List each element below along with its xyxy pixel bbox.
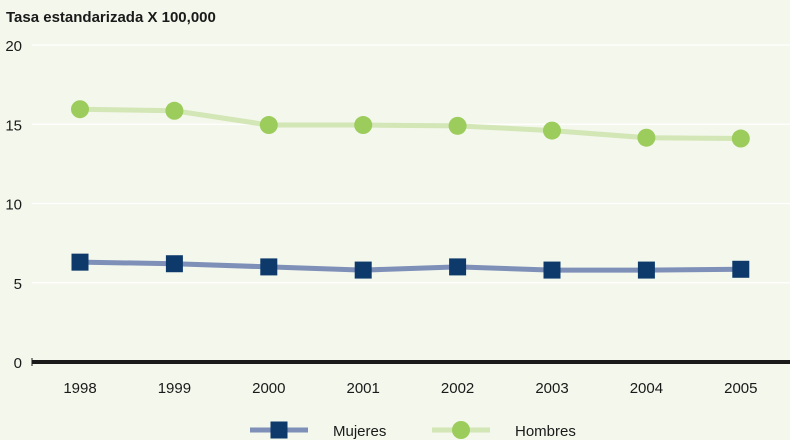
x-tick-label: 2005 [724,380,757,397]
x-tick-label: 2004 [630,380,663,397]
series-group [71,100,750,279]
legend-label: Hombres [515,423,576,440]
data-point-square [165,255,183,273]
x-tick-label: 1998 [63,380,96,397]
y-tick-label: 5 [14,276,22,293]
series-line [79,106,741,142]
y-tick-label: 0 [14,355,22,372]
x-tick-label: 1999 [158,380,191,397]
data-point-square [637,261,655,279]
x-tick-label: 2000 [252,380,285,397]
chart-title: Tasa estandarizada X 100,000 [6,9,216,26]
y-tick-label: 20 [5,38,22,55]
data-point-square [71,253,89,271]
y-tick-label: 10 [5,197,22,214]
data-point-circle [354,116,373,135]
data-point-circle [165,101,184,120]
data-point-circle [543,121,561,140]
series-hombres [71,100,750,148]
legend-label: Mujeres [333,423,386,440]
data-point-circle [259,116,278,135]
legend-item-mujeres: Mujeres [250,421,386,440]
x-tick-label: 2003 [535,380,568,397]
legend-item-hombres: Hombres [432,421,576,440]
data-point-square [354,261,372,279]
data-point-circle [448,116,467,135]
data-point-square [543,261,561,279]
x-tick-label: 2002 [441,380,474,397]
data-point-square [260,258,278,276]
series-line [79,259,741,273]
data-point-square [449,258,467,276]
legend-marker-circle [452,421,470,439]
data-point-square [732,260,750,278]
x-tick-label: 2001 [347,380,380,397]
series-mujeres [71,253,750,279]
legend: Mujeres Hombres [250,421,576,440]
data-point-circle [637,128,656,147]
axes: 0 5 10 15 20 1998 1999 2000 2001 2002 2003 2004 2005 [5,38,790,397]
legend-marker-square [270,421,288,439]
y-tick-label: 15 [5,117,22,134]
data-point-circle [731,129,750,148]
data-point-circle [71,100,89,119]
